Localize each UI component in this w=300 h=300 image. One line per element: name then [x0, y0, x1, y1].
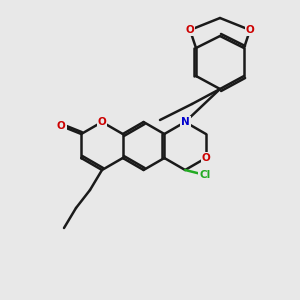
- Text: O: O: [186, 25, 194, 35]
- Text: O: O: [246, 25, 254, 35]
- Text: O: O: [246, 25, 254, 35]
- Text: O: O: [202, 153, 210, 163]
- Text: Cl: Cl: [200, 170, 211, 180]
- Text: N: N: [181, 117, 190, 127]
- Text: O: O: [98, 117, 106, 127]
- Text: O: O: [57, 121, 66, 131]
- Text: O: O: [186, 25, 194, 35]
